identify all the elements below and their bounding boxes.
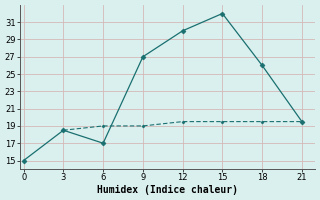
X-axis label: Humidex (Indice chaleur): Humidex (Indice chaleur) (97, 185, 238, 195)
